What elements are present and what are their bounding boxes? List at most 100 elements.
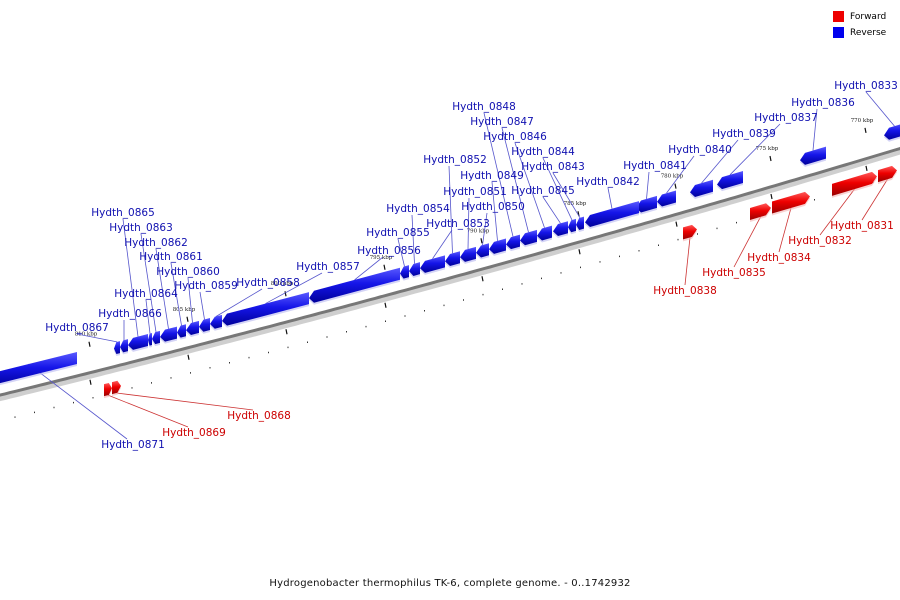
- gene-label[interactable]: Hydth_0859: [174, 280, 238, 292]
- gene-label[interactable]: Hydth_0833: [834, 80, 898, 92]
- gene-arrow-hydth-0849[interactable]: [489, 238, 506, 254]
- gene-arrow-hydth-0868[interactable]: [112, 380, 121, 395]
- gene-arrow-hydth-0856[interactable]: [309, 267, 400, 303]
- gene-label[interactable]: Hydth_0858: [236, 277, 300, 289]
- gene-arrow-hydth-0834[interactable]: [772, 191, 810, 214]
- genome-caption: Hydrogenobacter thermophilus TK-6, compl…: [269, 578, 631, 589]
- gene-label[interactable]: Hydth_0867: [45, 322, 109, 334]
- gene-label[interactable]: Hydth_0837: [754, 112, 818, 124]
- gene-arrow-hydth-0871[interactable]: [0, 352, 77, 387]
- gene-label[interactable]: Hydth_0864: [114, 288, 178, 300]
- gene-label[interactable]: Hydth_0869: [162, 427, 226, 439]
- gene-label[interactable]: Hydth_0831: [830, 220, 894, 232]
- leader-line: [501, 127, 529, 233]
- gene-label[interactable]: Hydth_0848: [452, 101, 516, 113]
- genome-backbone: [0, 146, 900, 402]
- gene-label[interactable]: Hydth_0832: [788, 235, 852, 247]
- gene-label[interactable]: Hydth_0839: [712, 128, 776, 140]
- gene-label[interactable]: Hydth_0855: [366, 227, 430, 239]
- gene-label[interactable]: Hydth_0836: [791, 97, 855, 109]
- gene-arrow-hydth-0866[interactable]: [120, 339, 128, 353]
- gene-label[interactable]: Hydth_0849: [460, 170, 524, 182]
- gene-arrow-hydth-0861[interactable]: [177, 324, 186, 338]
- leader-line: [140, 233, 157, 333]
- gene-arrow-hydth-0862[interactable]: [160, 326, 177, 342]
- ruler-tick: [769, 155, 772, 162]
- gene-label[interactable]: Hydth_0838: [653, 285, 717, 297]
- gene-arrow-hydth-0843[interactable]: [576, 216, 584, 231]
- gene-arrow-hydth-0839[interactable]: [690, 179, 713, 197]
- gene-arrow-hydth-0852[interactable]: [445, 251, 460, 266]
- gene-arrow-hydth-0837[interactable]: [717, 171, 743, 190]
- leader-line: [28, 363, 128, 440]
- gene-label[interactable]: Hydth_0842: [576, 176, 640, 188]
- gene-arrow-hydth-0857[interactable]: [222, 292, 309, 326]
- gene-arrow-hydth-0831[interactable]: [878, 165, 897, 183]
- gene-arrow-hydth-0853[interactable]: [420, 255, 445, 273]
- gene-arrow-hydth-0855[interactable]: [400, 265, 409, 279]
- leader-line: [733, 216, 761, 268]
- gene-label[interactable]: Hydth_0835: [702, 267, 766, 279]
- gene-arrow-hydth-0833[interactable]: [884, 123, 900, 140]
- gene-arrow-hydth-0865[interactable]: [128, 334, 148, 350]
- gene-arrow-hydth-0846[interactable]: [537, 225, 552, 241]
- gene-arrow-hydth-0863[interactable]: [152, 330, 160, 345]
- ruler-tick: [186, 316, 189, 322]
- leader-line: [701, 139, 739, 184]
- gene-label[interactable]: Hydth_0854: [386, 203, 450, 215]
- gene-arrow-hydth-0848[interactable]: [506, 234, 520, 250]
- gene-label[interactable]: Hydth_0860: [156, 266, 220, 278]
- leader-line: [76, 333, 118, 343]
- leader-line: [514, 142, 545, 228]
- gene-arrow-hydth-0869[interactable]: [104, 382, 112, 397]
- gene-label[interactable]: Hydth_0868: [227, 410, 291, 422]
- gene-label[interactable]: Hydth_0844: [511, 146, 575, 158]
- gene-arrow-hydth-0836[interactable]: [800, 146, 826, 165]
- gene-arrow-hydth-0841[interactable]: [636, 195, 657, 213]
- gene-arrow-hydth-0832[interactable]: [832, 171, 877, 196]
- gene-label[interactable]: Hydth_0841: [623, 160, 687, 172]
- gene-arrow-hydth-0858[interactable]: [210, 314, 222, 329]
- gene-label[interactable]: Hydth_0863: [109, 222, 173, 234]
- gene-arrow-hydth-0842[interactable]: [585, 201, 639, 227]
- ruler-tick-label: 785 kbp: [564, 201, 587, 207]
- ruler-tick-label: 770 kbp: [851, 118, 874, 124]
- leader-line: [432, 229, 453, 259]
- gene-arrow-hydth-0844[interactable]: [568, 218, 576, 233]
- gene-label[interactable]: Hydth_0843: [521, 161, 585, 173]
- gene-arrow-hydth-0864[interactable]: [148, 332, 152, 346]
- leader-line: [448, 165, 453, 254]
- gene-arrow-hydth-0860[interactable]: [186, 320, 199, 335]
- gene-label[interactable]: Hydth_0852: [423, 154, 487, 166]
- gene-label[interactable]: Hydth_0850: [461, 201, 525, 213]
- gene-label[interactable]: Hydth_0866: [98, 308, 162, 320]
- gene-label[interactable]: Hydth_0861: [139, 251, 203, 263]
- gene-arrow-hydth-0851[interactable]: [460, 246, 476, 262]
- gene-label[interactable]: Hydth_0857: [296, 261, 360, 273]
- reverse-swatch-icon: [833, 27, 844, 38]
- ruler-tick: [480, 238, 483, 244]
- gene-label[interactable]: Hydth_0846: [483, 131, 547, 143]
- gene-arrow-hydth-0840[interactable]: [657, 190, 676, 207]
- gene-arrow-hydth-0838[interactable]: [683, 224, 697, 240]
- gene-label[interactable]: Hydth_0862: [124, 237, 188, 249]
- gene-arrow-hydth-0854[interactable]: [409, 262, 420, 276]
- ruler-tick: [187, 354, 190, 360]
- gene-arrow-hydth-0859[interactable]: [199, 318, 210, 332]
- ruler-tick: [481, 276, 484, 282]
- gene-label[interactable]: Hydth_0865: [91, 207, 155, 219]
- gene-arrow-hydth-0835[interactable]: [750, 203, 771, 220]
- gene-label[interactable]: Hydth_0840: [668, 144, 732, 156]
- gene-arrow-hydth-0845[interactable]: [553, 221, 568, 236]
- gene-label[interactable]: Hydth_0834: [747, 252, 811, 264]
- gene-arrow-hydth-0867[interactable]: [114, 341, 120, 355]
- ruler-tick: [384, 302, 387, 308]
- gene-label[interactable]: Hydth_0871: [101, 439, 165, 451]
- gene-label[interactable]: Hydth_0853: [426, 218, 490, 230]
- gene-label[interactable]: Hydth_0851: [443, 186, 507, 198]
- gene-label[interactable]: Hydth_0856: [357, 245, 421, 257]
- gene-label[interactable]: Hydth_0845: [511, 185, 575, 197]
- gene-arrow-hydth-0850[interactable]: [476, 243, 489, 258]
- gene-arrow-hydth-0847[interactable]: [520, 229, 537, 246]
- gene-label[interactable]: Hydth_0847: [470, 116, 534, 128]
